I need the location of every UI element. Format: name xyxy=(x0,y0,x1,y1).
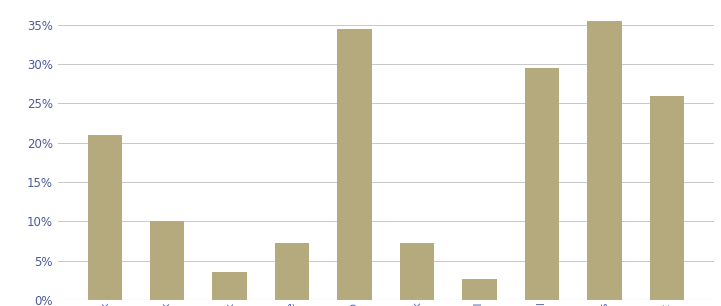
Bar xyxy=(87,135,122,300)
Bar xyxy=(399,243,434,300)
Bar xyxy=(337,29,372,300)
Bar xyxy=(650,95,684,300)
Bar xyxy=(587,21,622,300)
Bar xyxy=(150,221,185,300)
Bar xyxy=(525,68,559,300)
Bar xyxy=(462,279,497,300)
Bar xyxy=(275,243,309,300)
Bar xyxy=(213,272,247,300)
